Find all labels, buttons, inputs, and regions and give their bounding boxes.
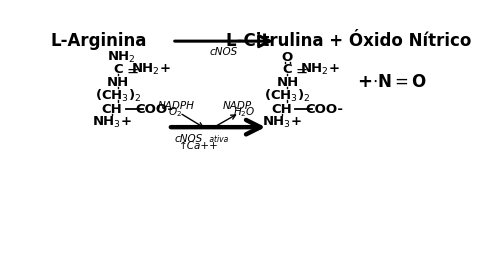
Text: cNOS: cNOS xyxy=(210,47,238,57)
Text: NADPH: NADPH xyxy=(158,101,194,111)
Text: ↑Ca++: ↑Ca++ xyxy=(179,141,219,151)
Text: COO-: COO- xyxy=(305,103,343,116)
Text: C: C xyxy=(113,63,123,76)
Text: L-Citrulina + Óxido Nítrico: L-Citrulina + Óxido Nítrico xyxy=(227,32,472,50)
Text: NH: NH xyxy=(107,76,129,89)
Text: CH: CH xyxy=(271,103,292,116)
Text: $\cdot$N$=$O: $\cdot$N$=$O xyxy=(372,73,426,91)
Text: H$_2$O: H$_2$O xyxy=(233,105,255,119)
Text: NH$_2$: NH$_2$ xyxy=(107,50,136,65)
Text: O: O xyxy=(282,51,293,64)
Text: ativa: ativa xyxy=(207,135,228,144)
Text: $=$: $=$ xyxy=(124,62,139,77)
Text: NH$_2$+: NH$_2$+ xyxy=(131,62,170,77)
Text: COO-: COO- xyxy=(136,103,173,116)
Text: L-Arginina: L-Arginina xyxy=(51,32,147,50)
Text: NH$_2$+: NH$_2$+ xyxy=(300,62,340,77)
Text: NH$_3$+: NH$_3$+ xyxy=(92,115,132,130)
Text: $=$: $=$ xyxy=(293,62,309,77)
Text: NH: NH xyxy=(276,76,299,89)
Text: CH: CH xyxy=(102,103,123,116)
Text: NADP: NADP xyxy=(223,101,252,111)
Text: C: C xyxy=(283,63,292,76)
Text: (CH$_3$)$_2$: (CH$_3$)$_2$ xyxy=(95,88,141,104)
Text: (CH$_3$)$_2$: (CH$_3$)$_2$ xyxy=(264,88,311,104)
Text: NH$_3$+: NH$_3$+ xyxy=(262,115,302,130)
Text: cNOS: cNOS xyxy=(174,134,203,144)
Text: O$_2$: O$_2$ xyxy=(168,105,182,119)
Text: +: + xyxy=(357,73,372,91)
